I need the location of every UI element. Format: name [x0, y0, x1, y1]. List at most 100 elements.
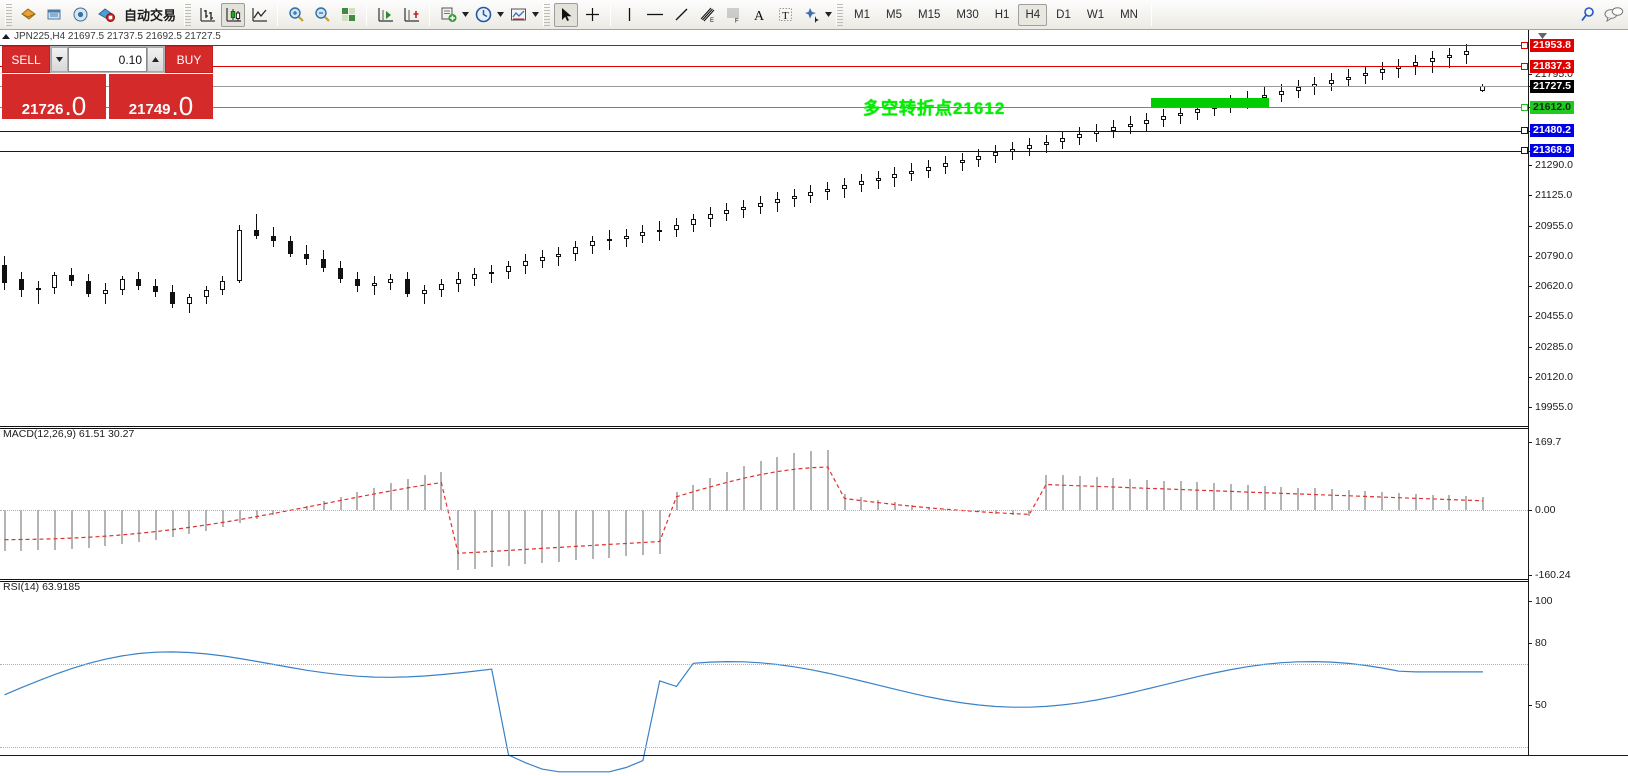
navigator-icon[interactable]	[68, 3, 92, 27]
indicators-icon[interactable]	[436, 3, 460, 27]
price-level-badge[interactable]: 21612.0	[1530, 100, 1574, 114]
crosshair-icon[interactable]	[580, 3, 604, 27]
rsi-tick: 80	[1528, 637, 1547, 649]
templates-icon[interactable]	[506, 3, 530, 27]
bar-chart-icon[interactable]	[195, 3, 219, 27]
candlestick-chart-icon[interactable]	[221, 2, 246, 27]
text-icon[interactable]: A	[747, 3, 771, 27]
toolbar-grip-3[interactable]	[543, 3, 551, 26]
toolbar-grip[interactable]	[5, 3, 12, 26]
sell-button[interactable]: SELL	[2, 46, 50, 73]
data-window-icon[interactable]	[42, 3, 66, 27]
macd-histogram-bar	[658, 510, 661, 554]
chart-shift-icon[interactable]	[373, 3, 397, 27]
timeframe-h4[interactable]: H4	[1018, 3, 1048, 26]
chart-area[interactable]: 21795.021727.521612.021480.221368.921290…	[0, 30, 1628, 776]
rsi-pane-divider	[0, 579, 1528, 582]
zoom-in-icon[interactable]	[284, 3, 308, 27]
shapes-dropdown-caret-icon[interactable]	[824, 12, 833, 17]
auto-scroll-icon[interactable]	[399, 3, 423, 27]
text-label-icon[interactable]: T	[773, 3, 797, 27]
macd-tick: 0.00	[1528, 504, 1555, 516]
zoom-out-icon[interactable]	[310, 3, 334, 27]
price-tick: 20285.0	[1528, 341, 1573, 353]
tile-windows-icon[interactable]	[336, 3, 360, 27]
periods-icon[interactable]	[471, 3, 495, 27]
candlestick	[1110, 120, 1116, 139]
buy-button[interactable]: BUY	[165, 46, 213, 73]
price-level-badge[interactable]: 21837.3	[1530, 59, 1574, 73]
volume-input[interactable]: 0.10	[68, 47, 147, 72]
candlestick	[942, 156, 948, 175]
candlestick	[926, 159, 931, 178]
candlestick	[808, 185, 814, 204]
cursor-icon[interactable]	[554, 2, 579, 27]
price-level-line	[0, 45, 1528, 47]
price-level-handle[interactable]	[1521, 127, 1528, 135]
autotrade-label-button[interactable]: 自动交易	[120, 3, 180, 27]
price-level-line	[0, 86, 1528, 88]
timeframe-m30[interactable]: M30	[956, 8, 979, 21]
horizontal-line-icon[interactable]	[643, 3, 667, 27]
price-level-handle[interactable]	[1521, 41, 1528, 49]
buy-price-cell[interactable]: 21749 .0	[109, 74, 213, 119]
toolbar-grip-4[interactable]	[836, 3, 844, 26]
volume-stepper[interactable]: 0.10	[50, 46, 165, 73]
sell-price-cell[interactable]: 21726 .0	[2, 74, 106, 119]
new-order-icon[interactable]	[16, 3, 40, 27]
svg-text:F: F	[735, 19, 739, 25]
macd-histogram-bar	[675, 491, 678, 511]
rsi-tick: 100	[1528, 595, 1553, 607]
price-level-handle[interactable]	[1521, 147, 1528, 155]
line-chart-icon[interactable]	[247, 3, 271, 27]
candlestick	[959, 152, 965, 171]
price-level-badge[interactable]: 21368.9	[1530, 144, 1574, 158]
timeframe-m1[interactable]: M1	[854, 8, 870, 21]
macd-histogram-bar	[70, 510, 73, 549]
timeframe-m5[interactable]: M5	[886, 8, 902, 21]
sell-price-integer: 21726	[21, 101, 64, 118]
trend-line-icon[interactable]	[669, 3, 693, 27]
candlestick	[623, 228, 629, 247]
candlestick	[1127, 116, 1133, 135]
timeframe-w1[interactable]: W1	[1086, 8, 1105, 21]
price-level-handle[interactable]	[1521, 62, 1528, 70]
shapes-icon[interactable]	[799, 3, 823, 27]
chart-collapse-icon[interactable]	[1536, 31, 1548, 41]
candlestick	[1178, 105, 1183, 124]
price-level-handle[interactable]	[1521, 103, 1528, 111]
macd-histogram-bar	[625, 510, 628, 557]
volume-decrease-icon[interactable]	[51, 47, 68, 72]
timeframe-d1[interactable]: D1	[1056, 8, 1071, 21]
candlestick	[1194, 101, 1200, 120]
rsi-guide-line	[0, 746, 1528, 748]
search-icon[interactable]	[1575, 3, 1599, 27]
macd-histogram-bar	[1347, 490, 1350, 511]
candlestick	[321, 250, 327, 272]
timeframe-m15[interactable]: M15	[917, 8, 941, 21]
candlestick	[237, 224, 243, 283]
toolbar-separator-1	[277, 3, 279, 26]
periods-dropdown-caret-icon[interactable]	[496, 12, 505, 17]
macd-histogram-bar	[3, 510, 6, 552]
fibonacci-icon[interactable]: F	[721, 3, 745, 27]
indicators-dropdown-caret-icon[interactable]	[461, 12, 470, 17]
timeframe-mn[interactable]: MN	[1120, 8, 1138, 21]
equidistant-channel-icon[interactable]: E	[695, 3, 719, 27]
vertical-line-icon[interactable]	[617, 3, 641, 27]
price-level-badge[interactable]: 21953.8	[1530, 38, 1574, 52]
octp-price-row: 21726 .0 21749 .0	[2, 74, 213, 119]
candlestick	[657, 221, 663, 242]
autotrade-icon[interactable]	[94, 3, 118, 27]
volume-increase-icon[interactable]	[147, 47, 164, 72]
toolbar-grip-2[interactable]	[184, 3, 192, 26]
templates-dropdown-caret-icon[interactable]	[531, 12, 540, 17]
chart-expand-triangle-icon[interactable]	[2, 34, 10, 39]
macd-histogram-bar	[473, 510, 476, 569]
timeframe-h1[interactable]: H1	[994, 8, 1010, 21]
price-level-badge[interactable]: 21727.5	[1530, 79, 1574, 93]
chat-icon[interactable]	[1601, 3, 1625, 27]
one-click-trading-panel[interactable]: SELL 0.10 BUY 21726 .0 21749 .0	[2, 46, 213, 119]
price-level-badge[interactable]: 21480.2	[1530, 124, 1574, 138]
price-tick: 20955.0	[1528, 220, 1573, 232]
